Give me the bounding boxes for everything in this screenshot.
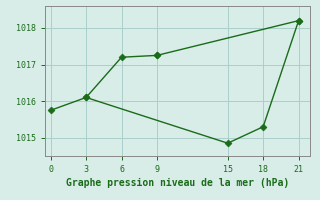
X-axis label: Graphe pression niveau de la mer (hPa): Graphe pression niveau de la mer (hPa) <box>66 178 289 188</box>
